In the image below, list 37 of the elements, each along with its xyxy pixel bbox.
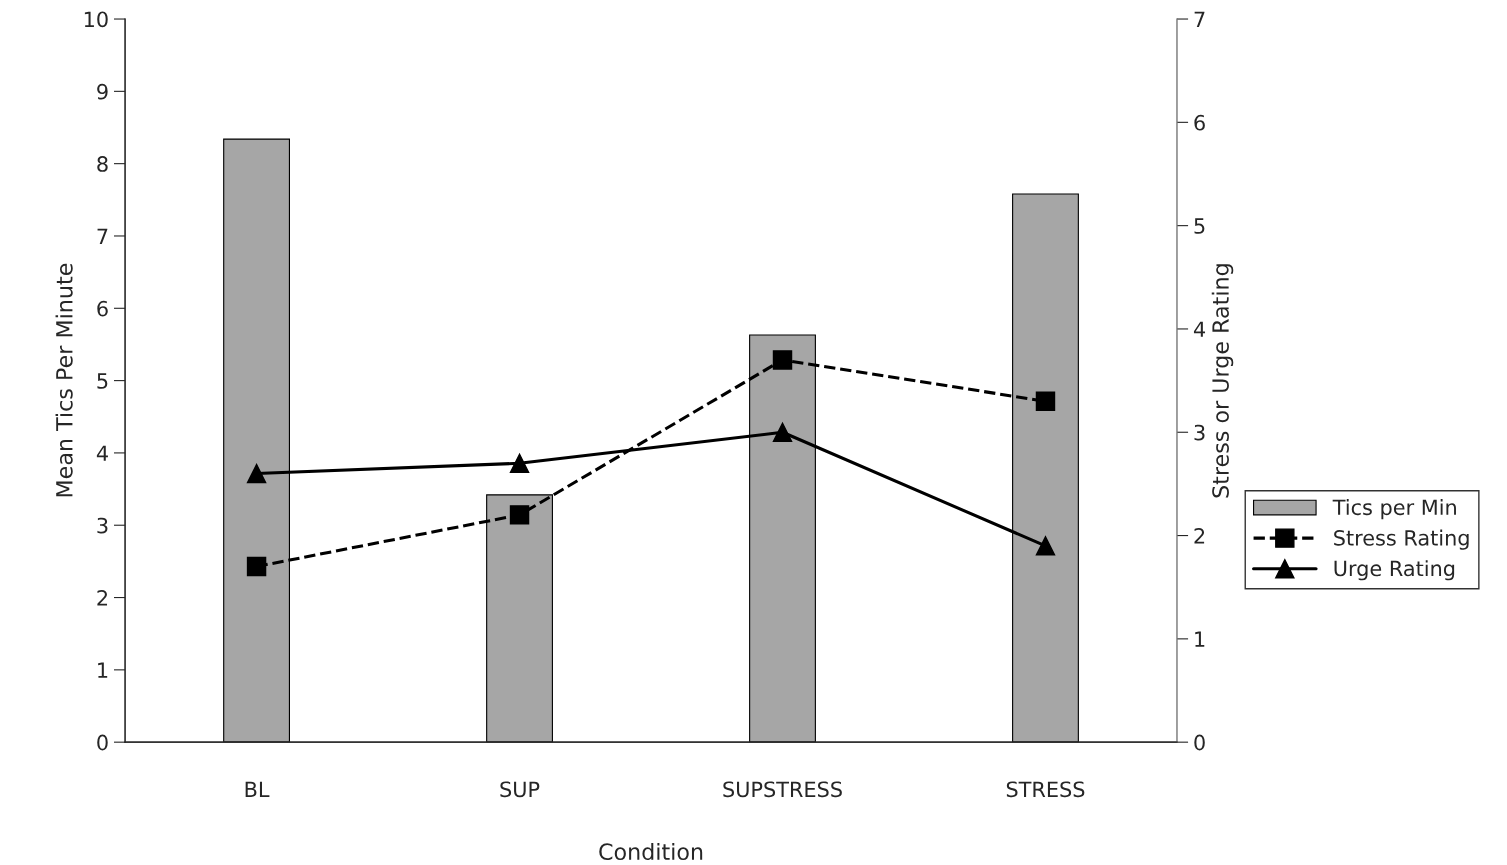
x-tick-label: BL (245, 781, 270, 797)
y-tick-label: 6 (97, 300, 108, 317)
y2-tick-label: 0 (1194, 734, 1205, 751)
y2-tick-label: 4 (1193, 321, 1206, 337)
point (772, 422, 793, 442)
y-tick-label: 4 (96, 445, 108, 461)
x-tick-label: STRESS (1006, 781, 1085, 798)
point (246, 463, 267, 484)
point (246, 556, 267, 577)
point (509, 505, 530, 525)
y-tick-label: 7 (97, 228, 108, 244)
point (509, 453, 530, 473)
x-tick-label: SUPSTRESS (723, 781, 842, 798)
y-axis-title: Mean Tics Per Minute (55, 263, 73, 497)
y-tick-label: 5 (97, 373, 108, 389)
legend-label: Stress Rating (1334, 529, 1469, 550)
y-tick-label: 0 (97, 734, 108, 751)
legend-label: Tics per Min (1332, 499, 1456, 520)
y2-tick-label: 6 (1194, 114, 1205, 131)
legend-label: Urge Rating (1334, 560, 1455, 581)
y-tick-label: 9 (97, 83, 108, 100)
x-axis-title: Condition (599, 842, 703, 861)
y-tick-label: 1 (98, 662, 108, 678)
x-tick-label: SUP (500, 781, 540, 798)
point (1035, 391, 1056, 411)
y-tick-label: 10 (84, 11, 108, 28)
point (772, 350, 793, 370)
y2-tick-label: 3 (1194, 424, 1205, 441)
y2-tick-label: 1 (1195, 631, 1205, 647)
y-tick-label: 2 (97, 589, 108, 606)
y-tick-label: 3 (97, 517, 108, 534)
y-tick-label: 8 (97, 156, 108, 172)
y2-tick-label: 7 (1194, 11, 1205, 27)
y2-tick-label: 2 (1194, 528, 1205, 544)
y2-axis-title: Stress or Urge Rating (1211, 264, 1234, 498)
point (1035, 536, 1056, 556)
y2-tick-label: 5 (1194, 218, 1205, 234)
